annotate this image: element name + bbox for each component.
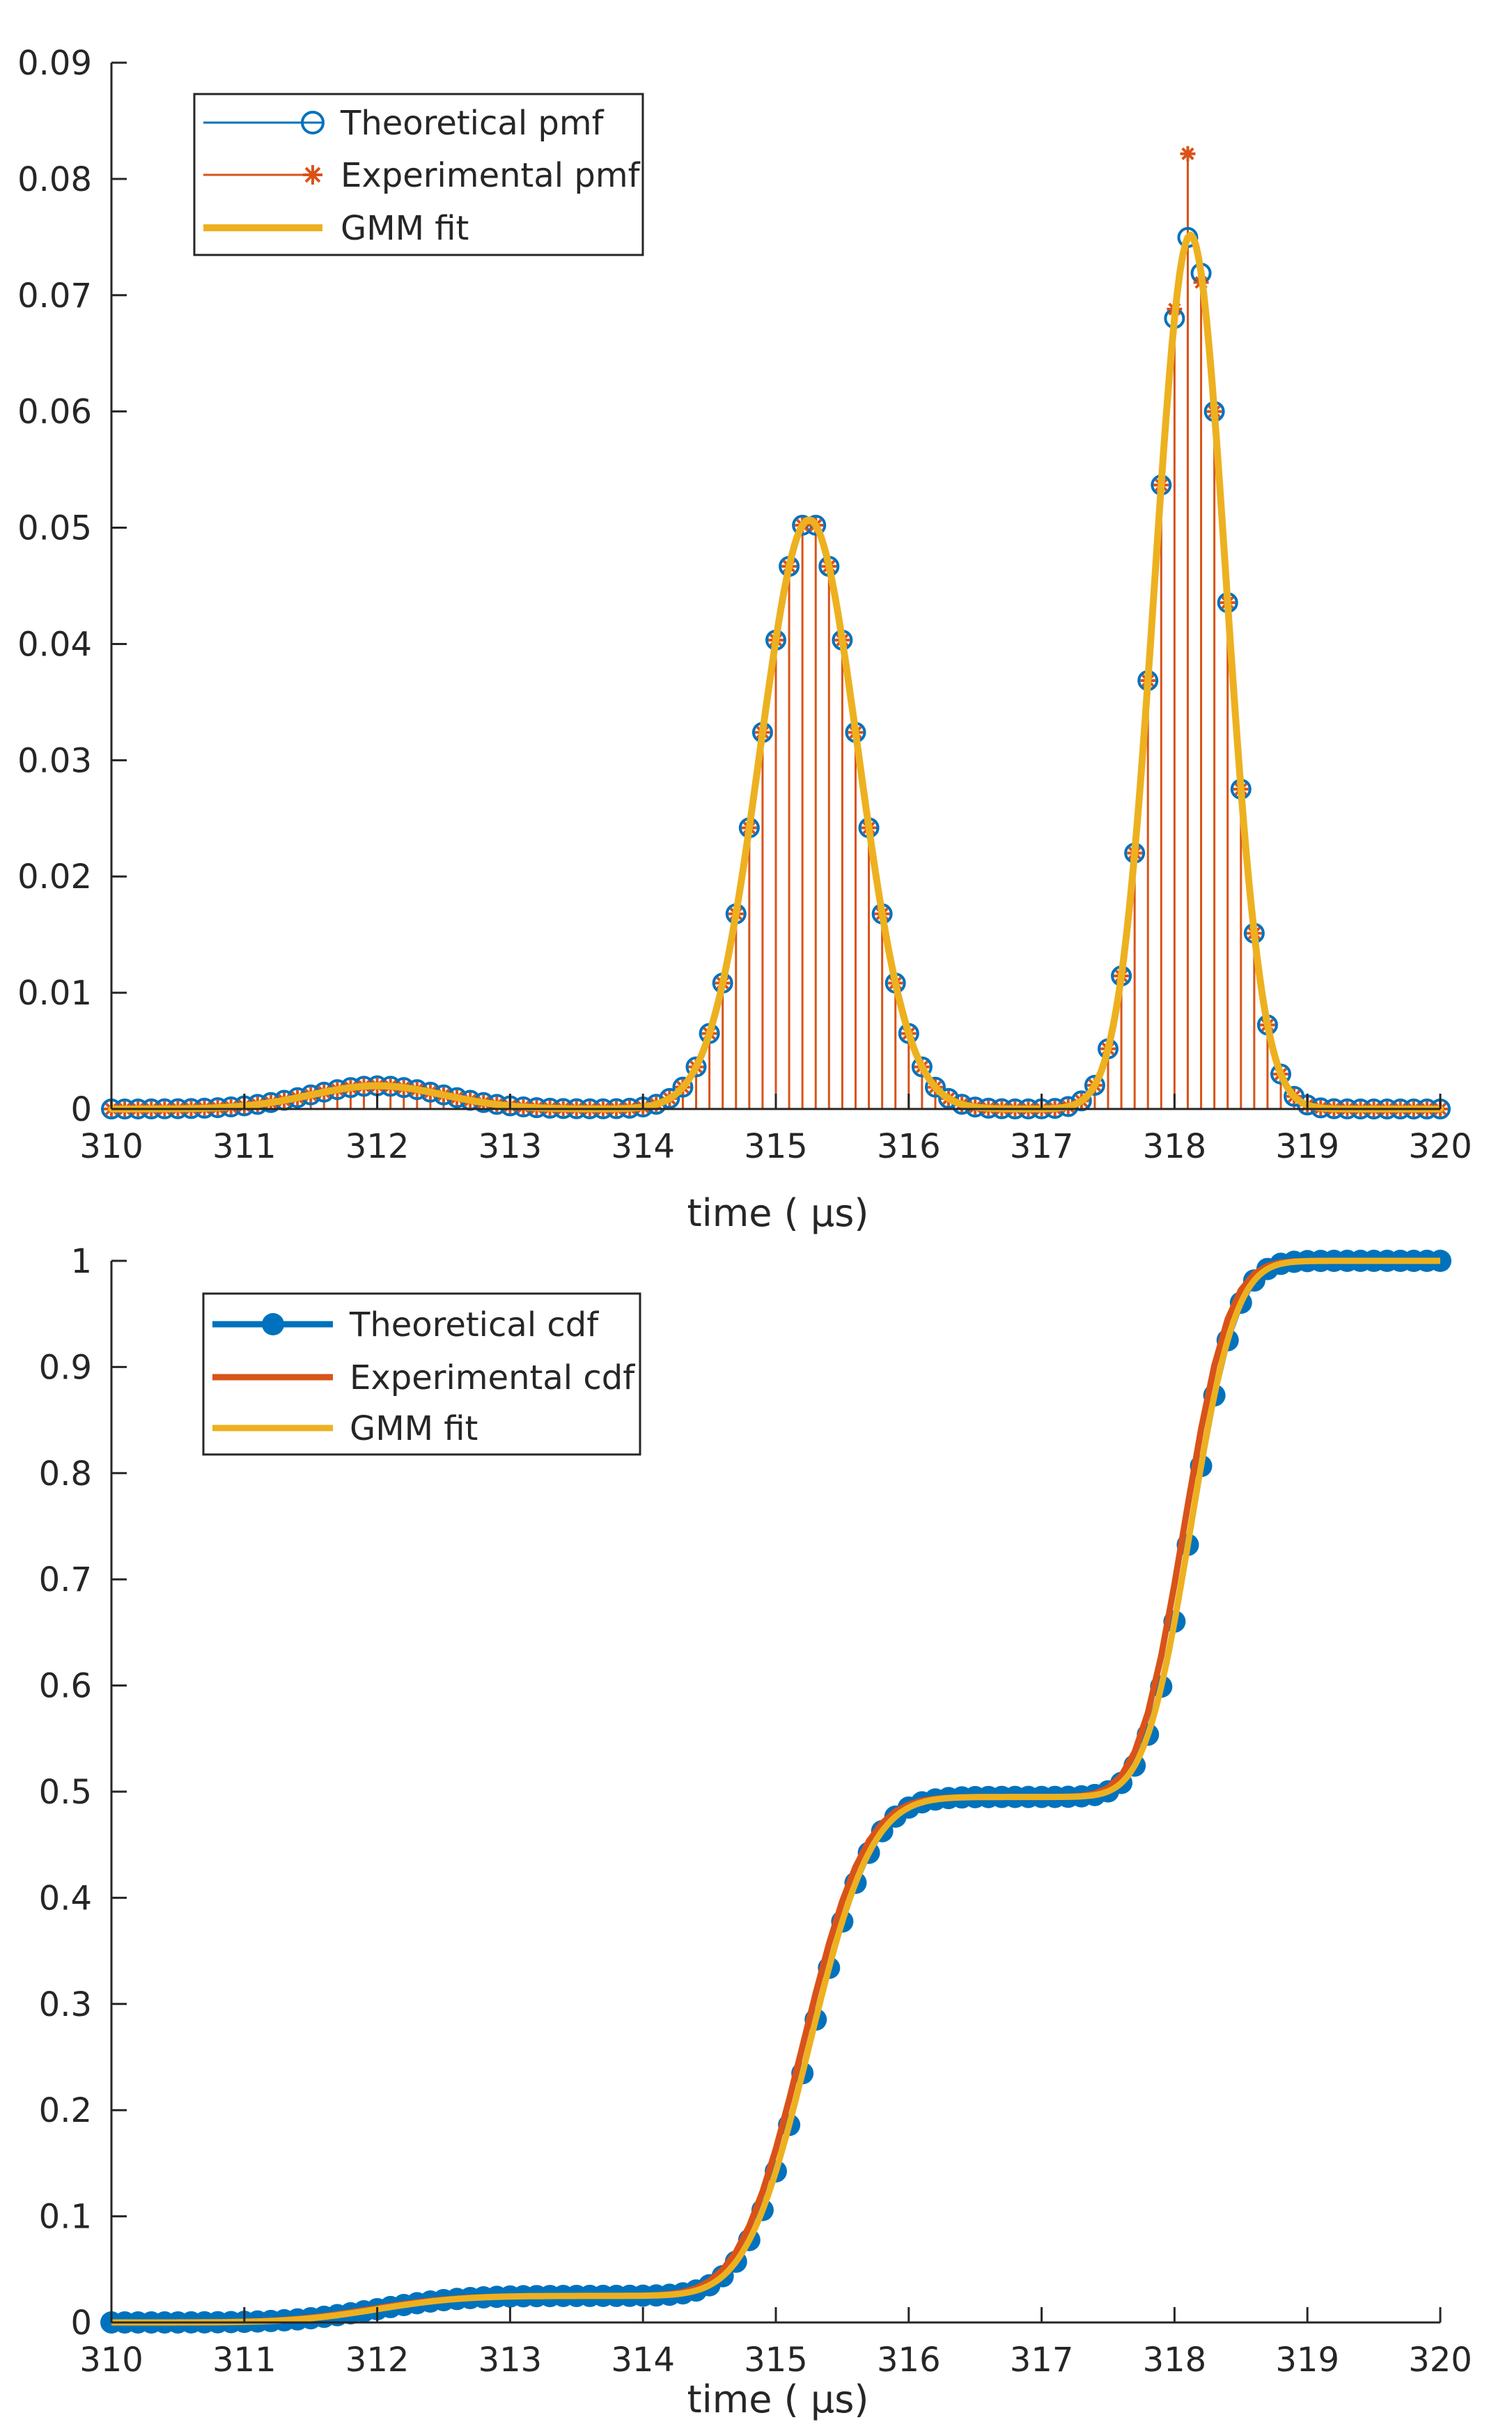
x-tick-label: 315 [744, 1127, 808, 1166]
x-tick-label: 318 [1143, 2341, 1207, 2380]
x-tick-label: 320 [1408, 2341, 1472, 2380]
cdf-axes: 310 311 312 313 314 315 316 317 318 319 320 0 0.1 0.2… [39, 1242, 1472, 2380]
theoretical-pmf-point [924, 1076, 946, 1098]
x-tick-label: 312 [345, 1127, 410, 1166]
gmm-fit-pmf-line [108, 231, 1444, 1112]
y-tick-label: 0.03 [17, 741, 92, 780]
y-tick-label: 0.5 [39, 1773, 92, 1812]
x-tick-label: 314 [611, 1127, 675, 1166]
pmf-axes: 310 311 312 313 314 315 316 317 318 319 320 0 0.01 0.… [17, 44, 1472, 1166]
y-tick-label: 0.01 [17, 974, 92, 1013]
x-tick-label: 313 [478, 2341, 543, 2380]
gmm-fit-cdf-line [111, 1257, 1441, 2326]
x-tick-label: 320 [1408, 1127, 1472, 1166]
theoretical-pmf-point [1084, 1075, 1105, 1096]
cdf-x-axis-label: time ( μs) [687, 2377, 869, 2421]
legend-gmm-fit-cdf-label: GMM fit [350, 1409, 478, 1448]
y-tick-label: 0.2 [39, 2091, 92, 2130]
legend-theoretical-cdf-label: Theoretical cdf [349, 1305, 599, 1344]
y-tick-label: 0.09 [17, 44, 92, 83]
x-tick-label: 316 [877, 1127, 941, 1166]
y-tick-label: 0.6 [39, 1667, 92, 1706]
experimental-pmf-point [1180, 146, 1196, 162]
cdf-legend: Theoretical cdf Experimental cdf GMM fit [202, 1292, 641, 1456]
pmf-x-axis-label: time ( μs) [687, 1191, 869, 1235]
x-tick-label: 310 [79, 2341, 143, 2380]
y-tick-label: 0 [70, 2304, 92, 2343]
legend-experimental-pmf-marker [303, 165, 322, 185]
x-tick-label: 311 [212, 1127, 276, 1166]
legend-experimental-pmf-label: Experimental pmf [341, 156, 641, 195]
legend-experimental-cdf-label: Experimental cdf [350, 1358, 635, 1397]
x-tick-label: 317 [1010, 2341, 1074, 2380]
y-tick-label: 0 [70, 1090, 92, 1129]
legend-theoretical-pmf-marker [301, 111, 325, 134]
x-tick-label: 311 [212, 2341, 276, 2380]
y-tick-label: 0.05 [17, 509, 92, 548]
x-tick-label: 317 [1010, 1127, 1074, 1166]
y-tick-label: 0.3 [39, 1985, 92, 2024]
y-tick-label: 0.4 [39, 1879, 92, 1918]
legend-gmm-fit-pmf-label: GMM fit [341, 209, 469, 248]
pmf-chart: 310 311 312 313 314 315 316 317 318 319 320 0 0.01 0.… [17, 44, 1472, 1235]
y-tick-label: 0.9 [39, 1348, 92, 1387]
y-tick-label: 0.06 [17, 393, 92, 432]
x-tick-label: 319 [1275, 1127, 1339, 1166]
x-tick-label: 313 [478, 1127, 543, 1166]
legend-theoretical-pmf-label: Theoretical pmf [340, 104, 605, 143]
theoretical-pmf-point [685, 1056, 707, 1078]
y-tick-label: 0.8 [39, 1454, 92, 1494]
pmf-legend: Theoretical pmf Experimental pmf GMM fit [193, 93, 644, 256]
cdf-chart: 310 311 312 313 314 315 316 317 318 319 320 0 0.1 0.2… [39, 1242, 1472, 2421]
legend-asterisk-glyph [303, 165, 322, 185]
y-tick-label: 1 [70, 1242, 92, 1281]
legend-theoretical-cdf-marker [262, 1313, 284, 1335]
theoretical-pmf-point [911, 1056, 933, 1078]
x-tick-label: 310 [79, 1127, 143, 1166]
x-tick-label: 319 [1275, 2341, 1339, 2380]
y-tick-label: 0.02 [17, 858, 92, 897]
y-tick-label: 0.07 [17, 277, 92, 316]
x-tick-label: 312 [345, 2341, 410, 2380]
y-tick-label: 0.08 [17, 160, 92, 199]
x-tick-label: 314 [611, 2341, 675, 2380]
y-tick-label: 0.04 [17, 625, 92, 664]
x-tick-label: 316 [877, 2341, 941, 2380]
theoretical-pmf-point [672, 1076, 694, 1098]
y-tick-label: 0.1 [39, 2198, 92, 2237]
x-tick-label: 318 [1143, 1127, 1207, 1166]
y-tick-label: 0.7 [39, 1560, 92, 1599]
x-tick-label: 315 [744, 2341, 808, 2380]
